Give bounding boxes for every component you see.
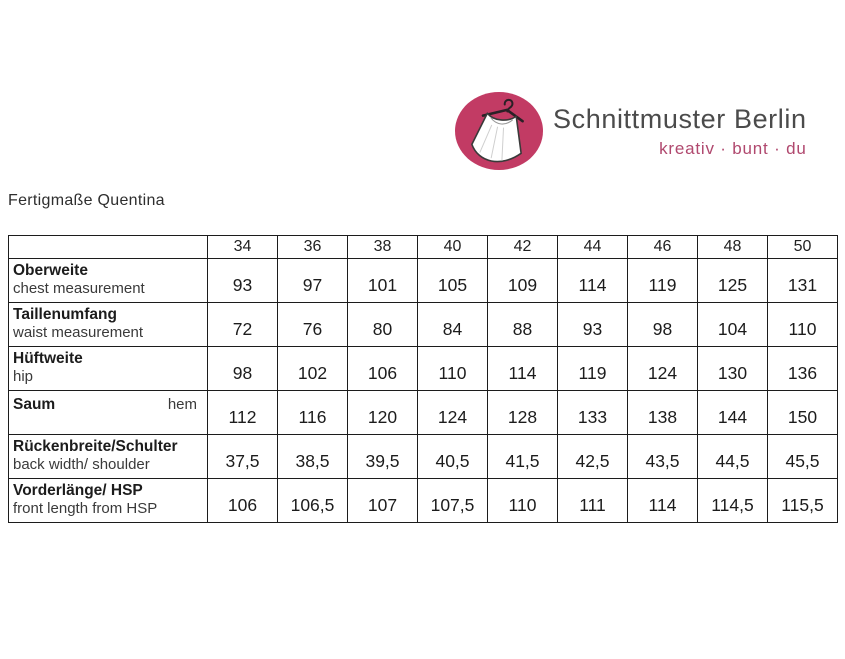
measurement-value-cell: 104	[697, 302, 768, 347]
measurement-value-cell: 114	[557, 258, 628, 303]
row-label-de: Taillenumfang	[13, 306, 117, 323]
measurement-value-cell: 44,5	[697, 434, 768, 479]
measurement-value-cell: 115,5	[767, 478, 838, 523]
measurement-value-cell: 116	[277, 390, 348, 435]
row-label-cell: Hüftweite hip	[8, 346, 208, 391]
measurement-value-cell: 130	[697, 346, 768, 391]
measurement-value-cell: 101	[347, 258, 418, 303]
measurement-row: Rückenbreite/Schulter back width/ shoulde…	[8, 434, 838, 479]
measurement-value-cell: 107	[347, 478, 418, 523]
measurement-value-cell: 144	[697, 390, 768, 435]
size-header-row: 34 36 38 40 42 44 46 48 50	[8, 235, 838, 259]
measurement-value-cell: 150	[767, 390, 838, 435]
measurement-value-cell: 106	[207, 478, 278, 523]
brand-header: Schnittmuster Berlin kreativ · bunt · du	[455, 92, 807, 170]
measurement-value-cell: 88	[487, 302, 558, 347]
measurement-value-cell: 42,5	[557, 434, 628, 479]
measurement-value-cell: 114	[627, 478, 698, 523]
size-column-header: 50	[767, 235, 838, 259]
page-title: Fertigmaße Quentina	[8, 192, 165, 209]
measurement-value-cell: 107,5	[417, 478, 488, 523]
measurement-value-cell: 136	[767, 346, 838, 391]
size-column-header: 46	[627, 235, 698, 259]
row-label-en: chest measurement	[13, 280, 145, 298]
measurement-value-cell: 98	[207, 346, 278, 391]
measurement-value-cell: 97	[277, 258, 348, 303]
measurement-value-cell: 45,5	[767, 434, 838, 479]
table-corner-cell	[8, 235, 208, 259]
row-label-de: Saum	[13, 396, 56, 413]
row-label-de: Hüftweite	[13, 350, 83, 367]
row-label-cell: Oberweite chest measurement	[8, 258, 208, 303]
measurement-value-cell: 110	[767, 302, 838, 347]
measurement-value-cell: 112	[207, 390, 278, 435]
measurement-value-cell: 106	[347, 346, 418, 391]
measurement-value-cell: 37,5	[207, 434, 278, 479]
measurement-row: Hüftweite hip 98 102 106 110 114 119 124 130 136	[8, 346, 838, 391]
measurement-value-cell: 38,5	[277, 434, 348, 479]
row-label-cell: Taillenumfang waist measurement	[8, 302, 208, 347]
measurement-value-cell: 133	[557, 390, 628, 435]
measurement-value-cell: 84	[417, 302, 488, 347]
size-column-header: 42	[487, 235, 558, 259]
measurement-row: Vorderlänge/ HSP front length from HSP 106…	[8, 478, 838, 523]
measurement-value-cell: 109	[487, 258, 558, 303]
size-column-header: 48	[697, 235, 768, 259]
measurement-value-cell: 80	[347, 302, 418, 347]
measurement-value-cell: 106,5	[277, 478, 348, 523]
row-label-en: hip	[13, 368, 34, 386]
size-column-header: 36	[277, 235, 348, 259]
measurement-value-cell: 131	[767, 258, 838, 303]
size-column-header: 40	[417, 235, 488, 259]
measurement-value-cell: 105	[417, 258, 488, 303]
measurement-row: Oberweite chest measurement 93 97 101 105 109 1…	[8, 258, 838, 303]
measurement-value-cell: 110	[417, 346, 488, 391]
size-column-header: 34	[207, 235, 278, 259]
measurement-value-cell: 93	[207, 258, 278, 303]
measurement-value-cell: 41,5	[487, 434, 558, 479]
measurement-value-cell: 93	[557, 302, 628, 347]
measurement-value-cell: 138	[627, 390, 698, 435]
measurement-row: Saum hem 112 116 120 124 128 133 138 144 150	[8, 390, 838, 435]
measurement-table: 34 36 38 40 42 44 46 48 50 Oberweite chest measur…	[8, 235, 838, 523]
row-label-en: back width/ shoulder	[13, 456, 150, 474]
row-label-en: front length from HSP	[13, 500, 158, 518]
measurement-value-cell: 128	[487, 390, 558, 435]
measurement-value-cell: 114	[487, 346, 558, 391]
measurement-value-cell: 43,5	[627, 434, 698, 479]
measurement-value-cell: 119	[627, 258, 698, 303]
brand-text-block: Schnittmuster Berlin kreativ · bunt · du	[553, 104, 807, 159]
row-label-en: waist measurement	[13, 324, 144, 342]
row-label-en: hem	[167, 396, 197, 413]
row-label-cell: Rückenbreite/Schulter back width/ shoulde…	[8, 434, 208, 479]
measurement-value-cell: 39,5	[347, 434, 418, 479]
measurement-value-cell: 98	[627, 302, 698, 347]
measurement-value-cell: 40,5	[417, 434, 488, 479]
row-label-de: Rückenbreite/Schulter	[13, 438, 178, 455]
measurement-value-cell: 124	[417, 390, 488, 435]
size-column-header: 44	[557, 235, 628, 259]
measurement-value-cell: 125	[697, 258, 768, 303]
brand-name: Schnittmuster Berlin	[553, 104, 807, 134]
row-label-cell: Saum hem	[8, 390, 208, 435]
dress-on-hanger-icon	[471, 98, 524, 163]
measurement-value-cell: 76	[277, 302, 348, 347]
measurement-value-cell: 111	[557, 478, 628, 523]
row-label-de: Vorderlänge/ HSP	[13, 482, 143, 499]
measurement-value-cell: 120	[347, 390, 418, 435]
measurement-value-cell: 72	[207, 302, 278, 347]
measurement-value-cell: 114,5	[697, 478, 768, 523]
measurement-value-cell: 119	[557, 346, 628, 391]
brand-tagline: kreativ · bunt · du	[659, 138, 807, 158]
measurement-value-cell: 102	[277, 346, 348, 391]
size-column-header: 38	[347, 235, 418, 259]
row-label-de: Oberweite	[13, 262, 88, 279]
measurement-value-cell: 124	[627, 346, 698, 391]
measurement-value-cell: 110	[487, 478, 558, 523]
measurement-row: Taillenumfang waist measurement 72 76 80 84 88…	[8, 302, 838, 347]
row-label-cell: Vorderlänge/ HSP front length from HSP	[8, 478, 208, 523]
brand-logo	[455, 92, 543, 170]
